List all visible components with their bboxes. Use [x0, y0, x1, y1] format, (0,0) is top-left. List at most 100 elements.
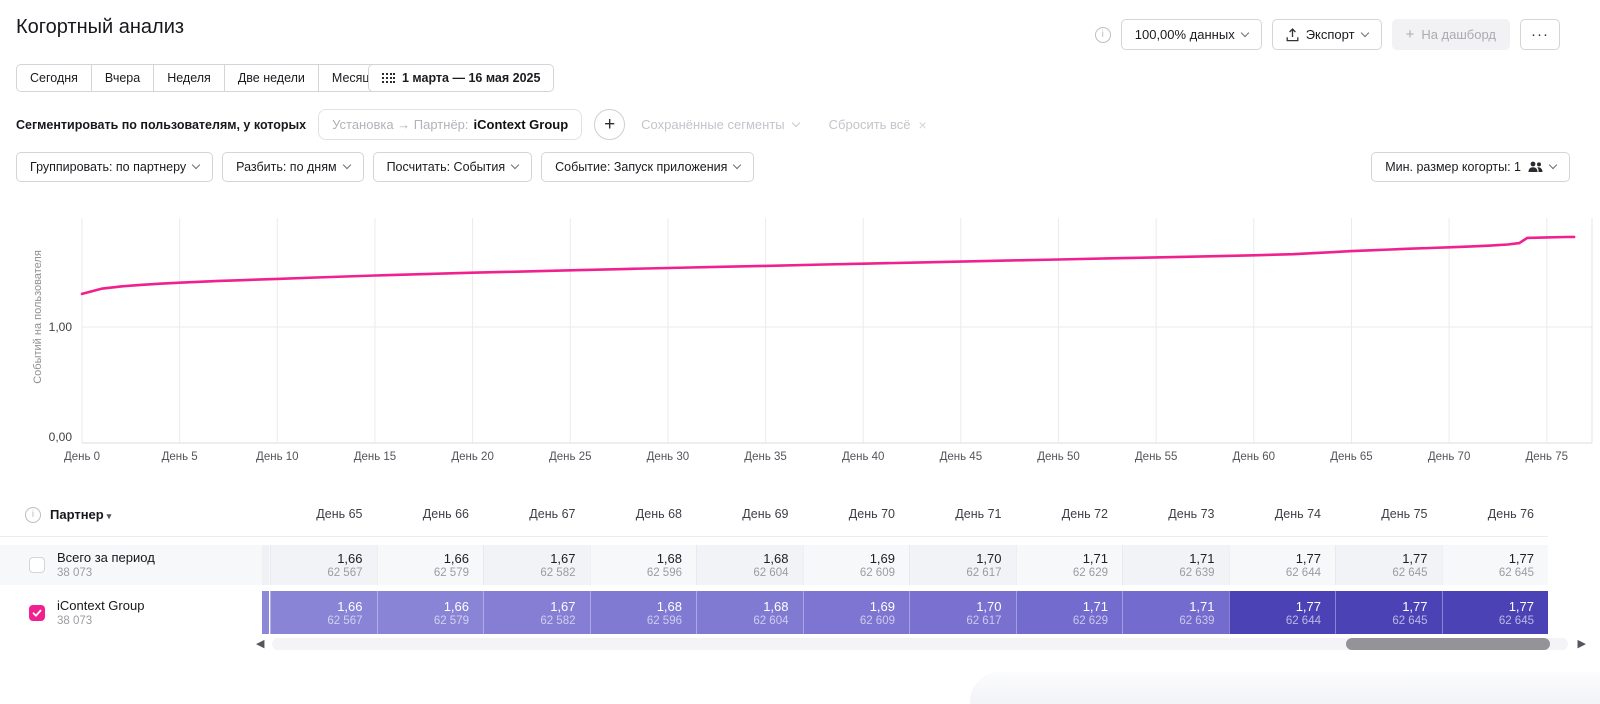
partner-column-header[interactable]: Партнер ▾ — [50, 507, 111, 522]
scroll-right-arrow[interactable]: ▶ — [1577, 638, 1586, 650]
row-name[interactable]: Всего за период — [57, 550, 155, 565]
x-tick: День 45 — [940, 451, 983, 463]
add-to-dashboard-button[interactable]: + На дашборд — [1391, 19, 1510, 50]
sampling-select[interactable]: 100,00% данных — [1120, 19, 1262, 50]
cell-subvalue: 62 579 — [433, 614, 469, 627]
data-cell-day66[interactable]: 1,66 62 579 — [376, 545, 484, 585]
cell-subvalue: 62 604 — [753, 567, 789, 579]
segment-filter-chip[interactable]: Установка → Партнёр: iContext Group — [318, 109, 583, 140]
add-segment-button[interactable]: + — [594, 109, 626, 140]
col-header-68[interactable]: День 68 — [635, 507, 682, 521]
y-tick: 1,00 — [49, 320, 73, 334]
col-header-73[interactable]: День 73 — [1168, 507, 1215, 521]
x-tick: День 5 — [162, 451, 198, 463]
scroll-track[interactable] — [272, 638, 1568, 650]
export-button[interactable]: Экспорт — [1271, 19, 1382, 50]
cell-value: 1,68 — [656, 551, 682, 566]
data-cell-day68[interactable]: 1,68 62 596 — [589, 545, 697, 585]
data-cell-day70[interactable]: 1,69 62 609 — [802, 545, 910, 585]
col-header-66[interactable]: День 66 — [422, 507, 469, 521]
info-icon[interactable]: i — [1094, 26, 1111, 43]
x-tick: День 50 — [1037, 451, 1080, 463]
data-cell-day76[interactable]: 1,77 62 645 — [1441, 545, 1549, 585]
event-select[interactable]: Событие: Запуск приложения — [541, 152, 755, 182]
col-header-65[interactable]: День 65 — [316, 507, 363, 521]
data-cell-day71[interactable]: 1,70 62 617 — [909, 545, 1016, 585]
dashboard-label: На дашборд — [1421, 27, 1496, 42]
segment-filter-value: iContext Group — [473, 117, 569, 132]
col-header-75[interactable]: День 75 — [1381, 507, 1428, 521]
split-by-select[interactable]: Разбить: по дням — [222, 152, 364, 182]
data-cell-day74[interactable]: 1,77 62 644 — [1228, 591, 1335, 634]
data-cell-day73[interactable]: 1,71 62 639 — [1122, 545, 1229, 585]
date-range-button[interactable]: 1 марта — 16 мая 2025 — [368, 64, 555, 92]
more-button[interactable]: ··· — [1520, 19, 1560, 50]
header-actions: i 100,00% данных Экспорт + На дашборд ··… — [1094, 19, 1560, 50]
data-cell-day66[interactable]: 1,66 62 579 — [376, 591, 483, 634]
data-cell-day65[interactable]: 1,66 62 567 — [270, 545, 377, 585]
close-icon: × — [918, 116, 927, 133]
scroll-thumb[interactable] — [1346, 638, 1550, 650]
period-tab-3[interactable]: Две недели — [223, 64, 319, 92]
data-cell-day69[interactable]: 1,68 62 604 — [696, 591, 803, 634]
info-icon[interactable]: i — [25, 507, 41, 523]
x-tick: День 20 — [451, 451, 494, 463]
period-tabs: Сегодня Вчера Неделя Две недели Месяц — [16, 64, 384, 92]
cell-subvalue: 62 596 — [646, 614, 682, 627]
data-cell-day65[interactable]: 1,66 62 567 — [270, 591, 377, 634]
x-tick: День 60 — [1233, 451, 1276, 463]
calendar-grid-icon — [382, 72, 395, 83]
data-cell-day69[interactable]: 1,68 62 604 — [696, 545, 803, 585]
data-cell-day67[interactable]: 1,67 62 582 — [483, 545, 590, 585]
data-cell-day68[interactable]: 1,68 62 596 — [589, 591, 696, 634]
data-cell-day73[interactable]: 1,71 62 639 — [1122, 591, 1229, 634]
chevron-down-icon — [1360, 28, 1369, 37]
col-header-71[interactable]: День 71 — [955, 507, 1002, 521]
row-checkbox-0[interactable] — [29, 557, 45, 573]
count-by-label: Посчитать: События — [386, 160, 506, 174]
data-cell-day71[interactable]: 1,70 62 617 — [909, 591, 1016, 634]
export-icon — [1286, 27, 1299, 41]
data-cell-day70[interactable]: 1,69 62 609 — [802, 591, 909, 634]
y-tick: 0,00 — [49, 430, 73, 444]
table-row-0: Всего за период 38 073 1,66 62 567 1,66 62 57… — [0, 545, 1548, 585]
scroll-left-arrow[interactable]: ◀ — [256, 638, 265, 650]
cell-value: 1,71 — [1189, 598, 1215, 614]
col-header-70[interactable]: День 70 — [848, 507, 895, 521]
data-cell-day75[interactable]: 1,77 62 645 — [1335, 591, 1442, 634]
col-header-76[interactable]: День 76 — [1487, 507, 1534, 521]
data-cell-day72[interactable]: 1,71 62 629 — [1015, 591, 1122, 634]
partner-header-label: Партнер — [50, 507, 104, 522]
period-tab-2[interactable]: Неделя — [153, 64, 225, 92]
data-cell-day72[interactable]: 1,71 62 629 — [1015, 545, 1123, 585]
saved-segments-dropdown[interactable]: Сохранённые сегменты — [641, 117, 800, 132]
col-header-69[interactable]: День 69 — [742, 507, 789, 521]
chevron-down-icon — [1548, 160, 1558, 170]
x-tick: День 70 — [1428, 451, 1471, 463]
col-header-72[interactable]: День 72 — [1061, 507, 1108, 521]
data-cell-day75[interactable]: 1,77 62 645 — [1335, 545, 1442, 585]
date-range-value: 1 марта — 16 мая 2025 — [402, 71, 541, 85]
cell-subvalue: 62 579 — [433, 567, 469, 579]
cell-subvalue: 62 645 — [1498, 567, 1534, 579]
data-cell-day74[interactable]: 1,77 62 644 — [1228, 545, 1336, 585]
col-header-74[interactable]: День 74 — [1274, 507, 1321, 521]
count-by-select[interactable]: Посчитать: События — [372, 152, 533, 182]
segmentation-label: Сегментировать по пользователям, у котор… — [16, 117, 307, 132]
plus-icon: + — [1405, 26, 1415, 43]
people-icon — [1528, 161, 1543, 172]
export-label: Экспорт — [1305, 27, 1355, 42]
data-cell-day67[interactable]: 1,67 62 582 — [483, 591, 590, 634]
reset-all-button[interactable]: Сбросить всё × — [829, 117, 927, 133]
row-checkbox-1[interactable] — [29, 604, 45, 621]
col-header-67[interactable]: День 67 — [529, 507, 576, 521]
group-by-select[interactable]: Группировать: по партнеру — [16, 152, 214, 182]
period-tab-0[interactable]: Сегодня — [16, 64, 92, 92]
x-tick: День 25 — [549, 451, 592, 463]
min-cohort-select[interactable]: Мин. размер когорты: 1 — [1371, 152, 1570, 182]
cell-subvalue: 62 567 — [327, 614, 363, 627]
period-tab-1[interactable]: Вчера — [90, 64, 155, 92]
cell-value: 1,69 — [869, 598, 895, 614]
data-cell-day76[interactable]: 1,77 62 645 — [1441, 591, 1548, 634]
row-name[interactable]: iContext Group — [57, 597, 145, 613]
